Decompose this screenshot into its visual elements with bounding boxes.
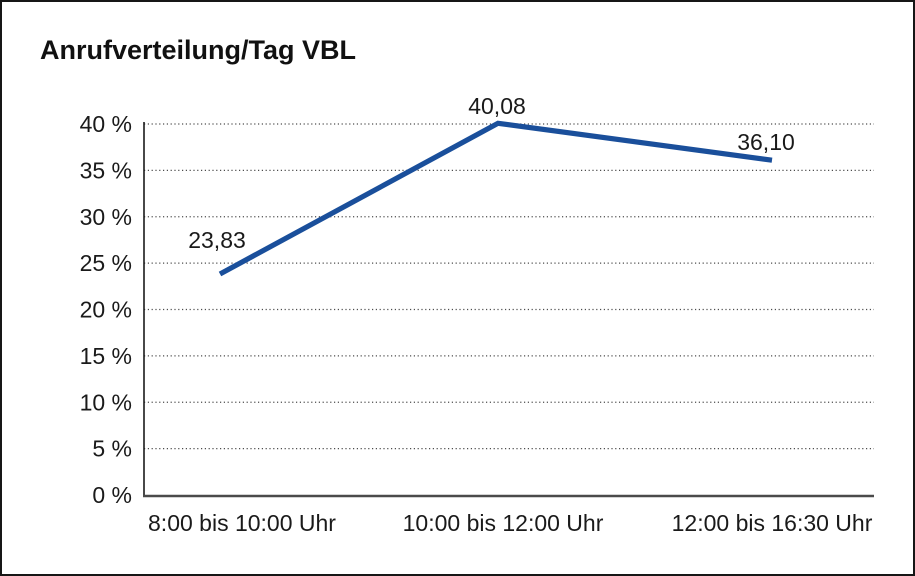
y-tick-label: 40 % [80,111,132,137]
y-tick-label: 35 % [80,157,132,183]
data-point-label: 23,83 [188,227,246,253]
data-point-label: 36,10 [737,129,795,155]
y-tick-label: 5 % [92,436,132,462]
series-line [218,120,773,277]
x-category-label: 8:00 bis 10:00 Uhr [148,510,336,536]
y-tick-label: 20 % [80,297,132,323]
y-tick-label: 10 % [80,389,132,415]
y-tick-label: 0 % [92,482,132,508]
data-point-label: 40,08 [468,93,526,119]
y-tick-label: 15 % [80,343,132,369]
chart-title: Anrufverteilung/Tag VBL [40,35,357,65]
x-category-label: 12:00 bis 16:30 Uhr [672,510,873,536]
y-tick-label: 30 % [80,204,132,230]
y-tick-label: 25 % [80,250,132,276]
x-category-label: 10:00 bis 12:00 Uhr [403,510,604,536]
